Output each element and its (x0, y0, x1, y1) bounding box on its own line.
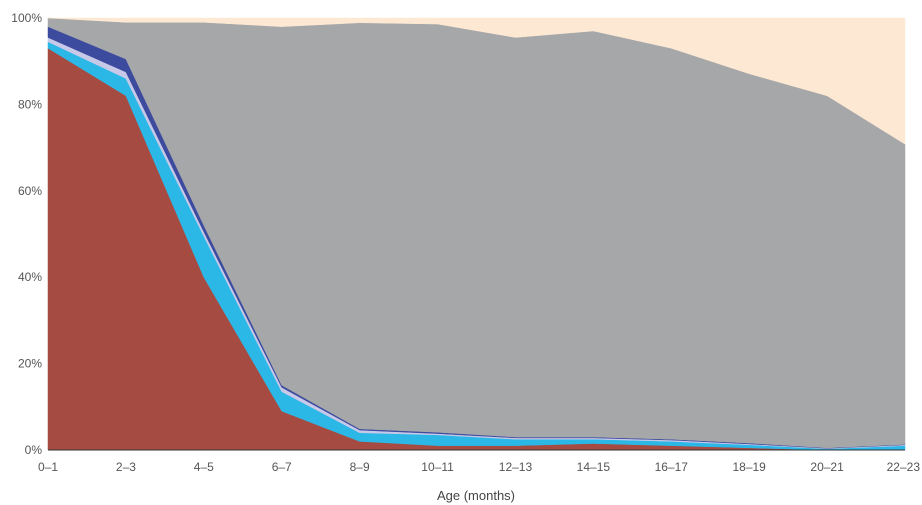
x-tick-label: 0–1 (38, 460, 58, 474)
y-tick-label: 20% (18, 357, 42, 371)
areas-layer (48, 18, 905, 450)
x-tick-label: 10–11 (421, 460, 454, 474)
y-tick-label: 60% (18, 184, 42, 198)
x-tick-label: 8–9 (350, 460, 370, 474)
y-tick-label: 40% (18, 270, 42, 284)
x-tick-labels: 0–1 2–3 4–5 6–7 8–9 10–11 12–13 14–15 16–17 18–19… (38, 460, 920, 474)
y-tick-label: 100% (11, 11, 42, 25)
x-axis-title: Age (months) (437, 488, 515, 503)
x-tick-label: 4–5 (194, 460, 214, 474)
x-tick-label: 14–15 (577, 460, 611, 474)
x-tick-label: 6–7 (272, 460, 292, 474)
x-tick-label: 22–23 (887, 460, 921, 474)
x-tick-label: 16–17 (655, 460, 689, 474)
x-tick-label: 2–3 (116, 460, 136, 474)
y-tick-labels: 0% 20% 40% 60% 80% 100% (11, 11, 42, 457)
x-tick-label: 20–21 (810, 460, 844, 474)
x-tick-label: 18–19 (732, 460, 766, 474)
y-tick-label: 80% (18, 97, 42, 111)
x-tick-label: 12–13 (499, 460, 533, 474)
y-tick-label: 0% (25, 443, 43, 457)
